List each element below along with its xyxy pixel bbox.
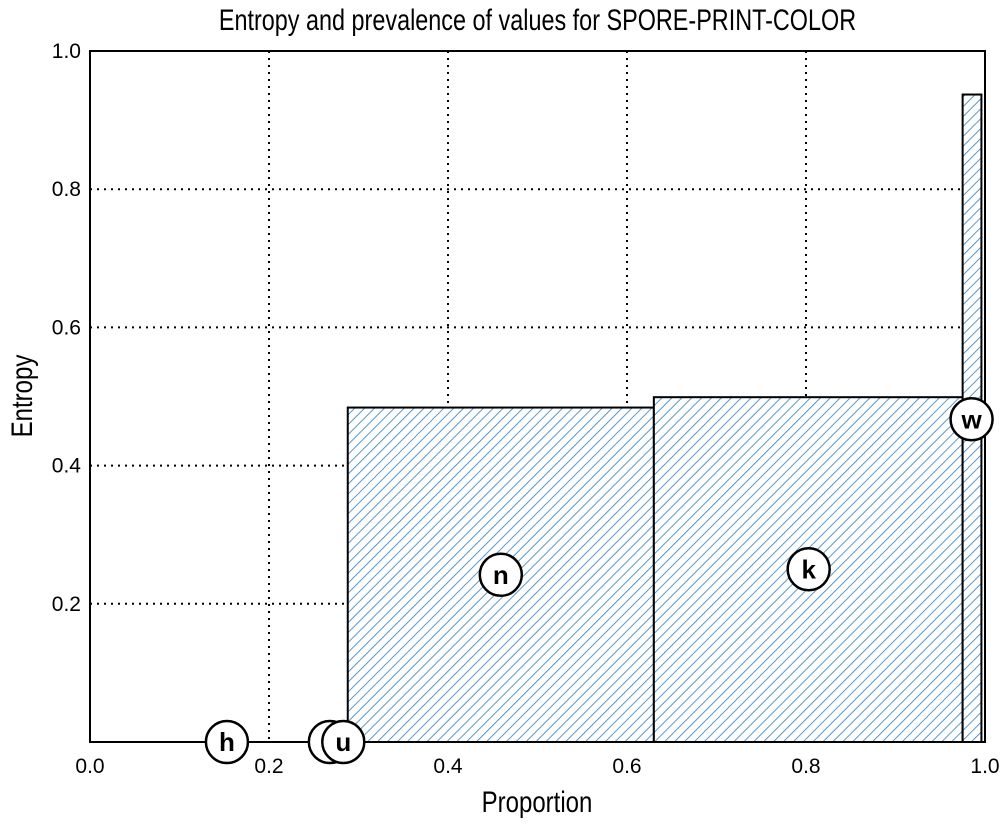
- x-tick-label: 1.0: [970, 755, 999, 778]
- marker-label-h: h: [219, 727, 235, 757]
- plot-frame: [89, 50, 986, 743]
- bar-layer: [346, 93, 983, 743]
- y-axis-label: Entropy: [4, 354, 38, 437]
- marker-label-n: n: [493, 560, 509, 590]
- y-tick-label: 0.4: [52, 455, 82, 478]
- tick-layer: 0.0 0.2 0.4 0.6 0.8 1.0 0.2 0.4 0.6 0.8 1.0: [52, 40, 1000, 778]
- y-tick-label: 0.8: [52, 178, 81, 201]
- marker-label-w: w: [960, 404, 982, 434]
- chart-title: Entropy and prevalence of values for SPO…: [218, 4, 857, 37]
- marker-label-u: u: [335, 727, 351, 757]
- y-tick-label: 0.6: [52, 316, 81, 339]
- marker-circle-n: [478, 552, 524, 598]
- y-tick-label: 1.0: [52, 40, 81, 63]
- marker-circle-u: [321, 719, 366, 765]
- x-axis-label: Proportion: [482, 784, 593, 818]
- y-tick-label: 0.2: [52, 593, 81, 616]
- x-tick-label: 0.6: [612, 755, 641, 778]
- marker-circle-h: [204, 719, 250, 765]
- marker-circle-w: [949, 397, 994, 442]
- x-tick-label: 0.4: [433, 755, 463, 778]
- x-tick-label: 0.8: [791, 755, 820, 778]
- marker-layer: h u n k w: [204, 397, 994, 765]
- x-tick-label: 0.2: [254, 755, 283, 778]
- marker-label-k: k: [801, 554, 816, 584]
- marker-circle-k: [786, 547, 831, 592]
- x-tick-label: 0.0: [75, 755, 104, 778]
